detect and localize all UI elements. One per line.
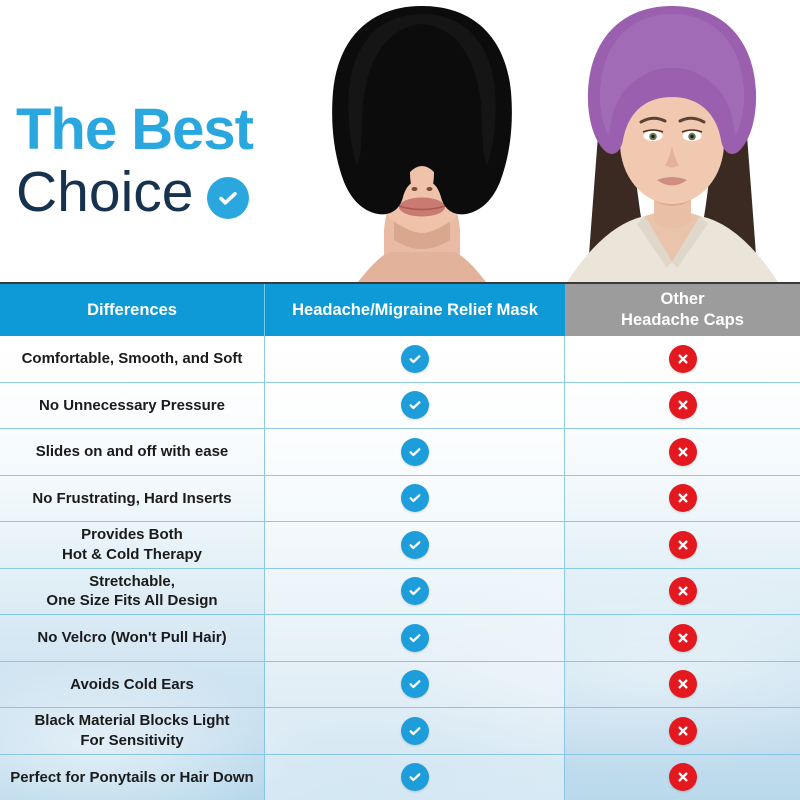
check-icon [400,437,429,466]
feature-label: No Unnecessary Pressure [0,382,265,428]
table-row: No Velcro (Won't Pull Hair) [0,615,800,662]
feature-label: Comfortable, Smooth, and Soft [0,336,265,382]
comparison-table: Differences Headache/Migraine Relief Mas… [0,282,800,800]
cross-icon [668,391,697,420]
other-value-cell [565,429,800,475]
cross-icon [668,670,697,699]
title-check-icon [207,176,250,219]
cross-icon [668,344,697,373]
cross-icon [668,530,697,559]
cross-icon [668,577,697,606]
mask-value-cell [265,708,565,754]
feature-label: Provides Both Hot & Cold Therapy [0,522,265,568]
other-cap-photo [567,6,778,282]
table-row: Provides Both Hot & Cold Therapy [0,522,800,569]
table-row: Slides on and off with ease [0,429,800,476]
other-value-cell [565,569,800,615]
table-row: Stretchable, One Size Fits All Design [0,568,800,615]
other-value-cell [565,522,800,568]
check-icon [400,716,429,745]
feature-label: Perfect for Ponytails or Hair Down [0,754,265,800]
header-relief-mask: Headache/Migraine Relief Mask [265,284,565,336]
mask-value-cell [265,661,565,707]
feature-label: Slides on and off with ease [0,429,265,475]
mask-value-cell [265,754,565,800]
feature-label: No Frustrating, Hard Inserts [0,475,265,521]
table-header-row: Differences Headache/Migraine Relief Mas… [0,282,800,336]
title-line-2: Choice [16,160,194,225]
check-icon [400,530,429,559]
check-icon [400,391,429,420]
cross-icon [668,623,697,652]
other-value-cell [565,383,800,429]
feature-label: No Velcro (Won't Pull Hair) [0,615,265,661]
cross-icon [668,716,697,745]
cross-icon [668,763,697,792]
check-icon [400,484,429,513]
check-icon [400,670,429,699]
table-row: Perfect for Ponytails or Hair Down [0,754,800,800]
other-value-cell [565,476,800,522]
table-row: Avoids Cold Ears [0,661,800,708]
mask-value-cell [265,382,565,428]
table-row: No Unnecessary Pressure [0,382,800,429]
feature-label: Stretchable, One Size Fits All Design [0,568,265,614]
header-differences: Differences [0,284,265,336]
title-line-1: The Best [16,97,254,162]
relief-mask-photo [332,6,512,282]
cross-icon [668,484,697,513]
feature-label: Black Material Blocks Light For Sensitiv… [0,708,265,754]
mask-value-cell [265,568,565,614]
mask-value-cell [265,522,565,568]
mask-value-cell [265,336,565,382]
check-icon [400,344,429,373]
other-value-cell [565,662,800,708]
header-other-caps: Other Headache Caps [565,284,800,336]
other-value-cell [565,755,800,800]
page-title: The Best Choice [16,97,254,225]
feature-label: Avoids Cold Ears [0,661,265,707]
other-value-cell [565,336,800,382]
other-value-cell [565,615,800,661]
check-icon [400,623,429,652]
mask-value-cell [265,429,565,475]
table-row: Comfortable, Smooth, and Soft [0,336,800,383]
table-row: Black Material Blocks Light For Sensitiv… [0,708,800,755]
table-row: No Frustrating, Hard Inserts [0,475,800,522]
mask-value-cell [265,615,565,661]
table-body: Comfortable, Smooth, and Soft No Unneces… [0,336,800,800]
check-icon [400,577,429,606]
check-icon [400,763,429,792]
other-value-cell [565,708,800,754]
mask-value-cell [265,475,565,521]
cross-icon [668,437,697,466]
